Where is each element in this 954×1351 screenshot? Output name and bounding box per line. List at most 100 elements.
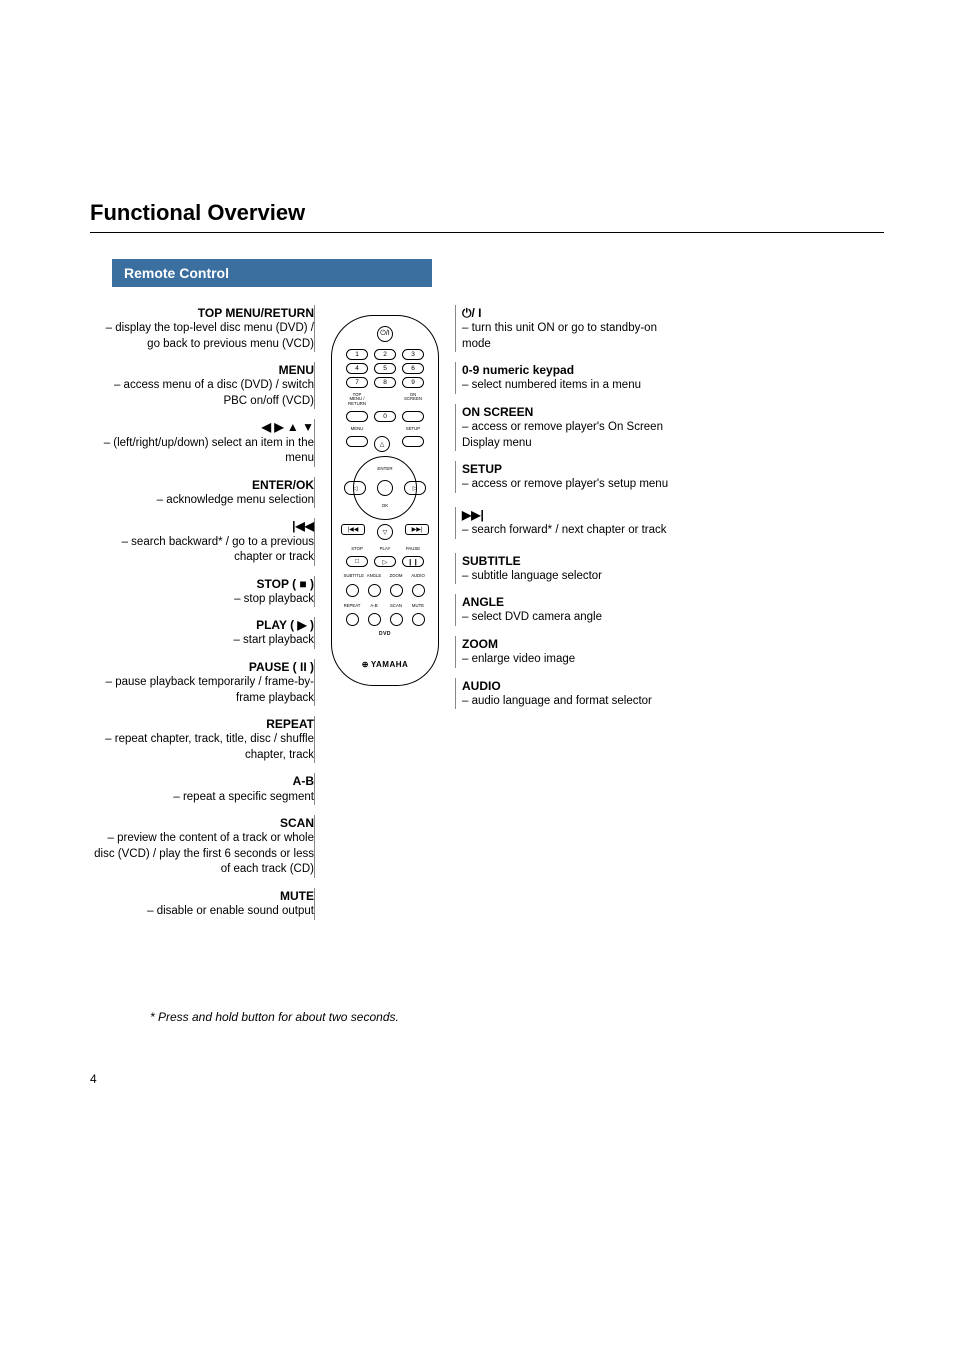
stop-button[interactable]: □ [346, 556, 368, 567]
callout-label: ON SCREEN [462, 404, 675, 420]
label-ab: A-B [366, 604, 383, 608]
callout-repeat: REPEAT – repeat chapter, track, title, d… [90, 716, 315, 763]
label-setup: SETUP [402, 427, 424, 431]
label-pause: PAUSE [402, 547, 424, 551]
mute-button[interactable] [412, 613, 425, 626]
down-button[interactable]: ▽ [377, 524, 393, 540]
callout-onscreen: ON SCREEN – access or remove player's On… [455, 404, 675, 451]
small-row-1 [346, 584, 425, 597]
up-button[interactable]: △ [374, 436, 390, 452]
label-menu: MENU [346, 427, 368, 431]
menu-button[interactable] [346, 436, 368, 447]
ab-button[interactable] [368, 613, 381, 626]
callout-label: ⏻/ I [462, 305, 675, 321]
callout-label: PLAY ( ▶ ) [90, 617, 314, 633]
callout-menu: MENU – access menu of a disc (DVD) / swi… [90, 362, 315, 409]
label-repeat: REPEAT [344, 604, 361, 608]
label-mute: MUTE [410, 604, 427, 608]
callout-top-menu-return: TOP MENU/RETURN – display the top-level … [90, 305, 315, 352]
label-blank2 [374, 427, 396, 431]
callout-desc: – disable or enable sound output [90, 904, 314, 920]
callout-arrows: ◀ ▶ ▲ ▼ – (left/right/up/down) select an… [90, 419, 315, 466]
callout-label: SCAN [90, 815, 314, 831]
key-9[interactable]: 9 [402, 377, 424, 388]
small-labels-bottom: REPEAT A-B SCAN MUTE [344, 604, 427, 608]
callout-desc: – (left/right/up/down) select an item in… [90, 436, 314, 467]
right-button[interactable]: ▷ [404, 481, 426, 495]
label-on-screen: ON SCREEN [402, 393, 424, 406]
callout-desc: – select numbered items in a menu [462, 378, 675, 394]
key-0[interactable]: 0 [374, 411, 396, 422]
key-8[interactable]: 8 [374, 377, 396, 388]
callout-zoom: ZOOM – enlarge video image [455, 636, 675, 668]
key-7[interactable]: 7 [346, 377, 368, 388]
dpad: ENTER ◁ ▷ OK [350, 453, 420, 523]
left-callouts: TOP MENU/RETURN – display the top-level … [90, 305, 315, 930]
power-button[interactable]: ⏻/I [377, 326, 393, 342]
label-scan: SCAN [388, 604, 405, 608]
callout-label: ANGLE [462, 594, 675, 610]
remote-body: ⏻/I 1 2 3 4 5 6 7 8 9 TOP MENU / RETURN … [331, 315, 439, 686]
label-subtitle: SUBTITLE [344, 574, 361, 578]
key-2[interactable]: 2 [374, 349, 396, 360]
callout-subtitle: SUBTITLE – subtitle language selector [455, 553, 675, 585]
setup-button[interactable] [402, 436, 424, 447]
angle-button[interactable] [368, 584, 381, 597]
pause-button[interactable]: ❙❙ [402, 556, 424, 567]
callout-desc: – acknowledge menu selection [90, 493, 314, 509]
callout-ab: A-B – repeat a specific segment [90, 773, 315, 805]
callout-desc: – display the top-level disc menu (DVD) … [90, 321, 314, 352]
key-6[interactable]: 6 [402, 363, 424, 374]
spp-row: □ ▷ ❙❙ [346, 556, 424, 567]
label-angle: ANGLE [366, 574, 383, 578]
key-3[interactable]: 3 [402, 349, 424, 360]
key-1[interactable]: 1 [346, 349, 368, 360]
menu-setup-row: △ [346, 436, 424, 452]
label-blank [374, 393, 396, 406]
callout-desc: – access menu of a disc (DVD) / switch P… [90, 378, 314, 409]
audio-button[interactable] [412, 584, 425, 597]
key-5[interactable]: 5 [374, 363, 396, 374]
callout-desc: – audio language and format selector [462, 694, 675, 710]
callout-desc: – search backward* / go to a previous ch… [90, 535, 314, 566]
label-top-menu-return: TOP MENU / RETURN [346, 393, 368, 406]
callout-label: AUDIO [462, 678, 675, 694]
callout-desc: – start playback [90, 633, 314, 649]
callout-power: ⏻/ I – turn this unit ON or go to standb… [455, 305, 675, 352]
callout-desc: – enlarge video image [462, 652, 675, 668]
top-menu-return-button[interactable] [346, 411, 368, 422]
next-button[interactable]: ▶▶| [405, 524, 429, 535]
page-title: Functional Overview [90, 200, 884, 233]
on-screen-button[interactable] [402, 411, 424, 422]
scan-button[interactable] [390, 613, 403, 626]
callout-setup: SETUP – access or remove player's setup … [455, 461, 675, 493]
callout-next: ▶▶| – search forward* / next chapter or … [455, 507, 675, 539]
callout-label: ◀ ▶ ▲ ▼ [90, 419, 314, 435]
callout-label: PAUSE ( II ) [90, 659, 314, 675]
callout-desc: – pause playback temporarily / frame-by-… [90, 675, 314, 706]
callout-desc: – select DVD camera angle [462, 610, 675, 626]
callout-play: PLAY ( ▶ ) – start playback [90, 617, 315, 649]
repeat-button[interactable] [346, 613, 359, 626]
remote-diagram: ⏻/I 1 2 3 4 5 6 7 8 9 TOP MENU / RETURN … [315, 305, 455, 686]
callout-scan: SCAN – preview the content of a track or… [90, 815, 315, 878]
left-button[interactable]: ◁ [344, 481, 366, 495]
zoom-button[interactable] [390, 584, 403, 597]
callout-label: ▶▶| [462, 507, 675, 523]
play-button[interactable]: ▷ [374, 556, 396, 567]
callout-desc: – access or remove player's setup menu [462, 477, 675, 493]
row-labels-2: MENU SETUP [346, 427, 424, 431]
prev-button[interactable]: |◀◀ [341, 524, 365, 535]
callout-mute: MUTE – disable or enable sound output [90, 888, 315, 920]
key-4[interactable]: 4 [346, 363, 368, 374]
callout-desc: – access or remove player's On Screen Di… [462, 420, 675, 451]
section-header: Remote Control [112, 259, 432, 287]
callout-desc: – stop playback [90, 592, 314, 608]
ok-label: OK [350, 504, 420, 509]
callout-desc: – subtitle language selector [462, 569, 675, 585]
callout-label: STOP ( ■ ) [90, 576, 314, 592]
label-stop: STOP [346, 547, 368, 551]
callout-label: TOP MENU/RETURN [90, 305, 314, 321]
subtitle-button[interactable] [346, 584, 359, 597]
footnote: * Press and hold button for about two se… [150, 1010, 884, 1024]
